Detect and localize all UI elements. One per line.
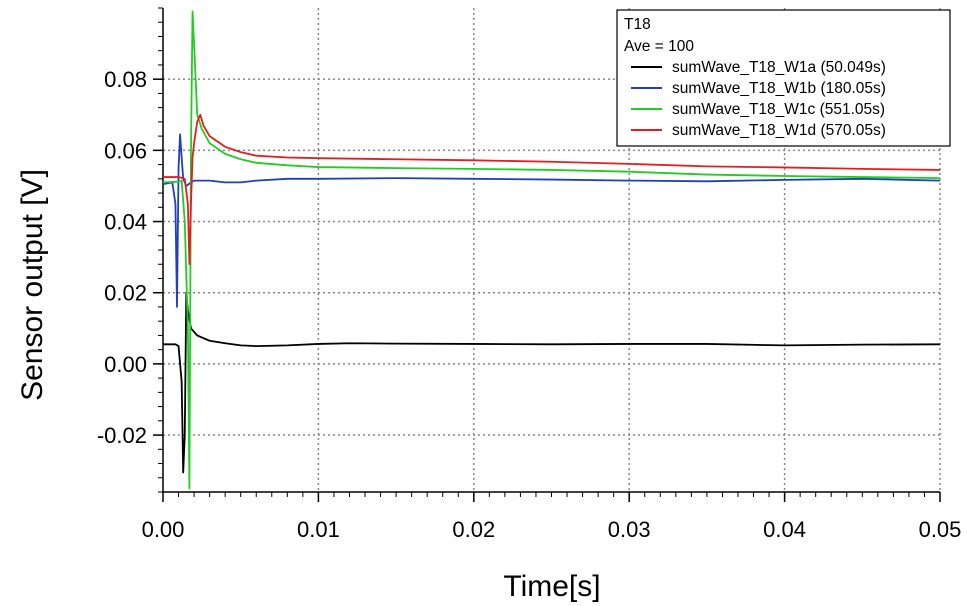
- x-tick-label: 0.05: [919, 517, 962, 542]
- x-tick-label: 0.02: [452, 517, 495, 542]
- series-line-1: [163, 291, 940, 474]
- legend-box: [616, 9, 951, 147]
- y-tick-label: 0.08: [104, 67, 147, 92]
- legend-entry-label: sumWave_T18_W1a (50.049s): [672, 59, 886, 76]
- series-line-4: [163, 113, 940, 266]
- series-line-2: [163, 133, 940, 308]
- x-tick-label: 0.01: [297, 517, 340, 542]
- legend-entry-label: sumWave_T18_W1b (180.05s): [672, 80, 886, 97]
- x-axis-title: Time[s]: [503, 570, 600, 603]
- y-tick-label: -0.02: [97, 423, 147, 448]
- y-tick-label: 0.00: [104, 352, 147, 377]
- x-tick-label: 0.00: [142, 517, 185, 542]
- legend-entry-label: sumWave_T18_W1d (570.05s): [672, 122, 886, 139]
- y-tick-label: 0.02: [104, 281, 147, 306]
- x-tick-label: 0.04: [763, 517, 806, 542]
- axes: -0.02 0.00 0.02 0.04 0.06 0.08 0.00 0.01 0.02 0.0…: [97, 7, 962, 542]
- x-tick-label: 0.03: [608, 517, 651, 542]
- legend-entry-label: sumWave_T18_W1c (551.05s): [672, 101, 885, 118]
- legend-title-line: Ave = 100: [624, 38, 694, 55]
- legend: T18 Ave = 100 sumWave_T18_W1a (50.049s) sum…: [616, 9, 951, 147]
- series-lines: [163, 10, 940, 490]
- y-tick-label: 0.04: [104, 210, 147, 235]
- y-tick-label: 0.06: [104, 138, 147, 163]
- legend-title-line: T18: [624, 16, 651, 33]
- series-line-3: [163, 10, 940, 490]
- y-axis-title: Sensor output [V]: [16, 169, 49, 401]
